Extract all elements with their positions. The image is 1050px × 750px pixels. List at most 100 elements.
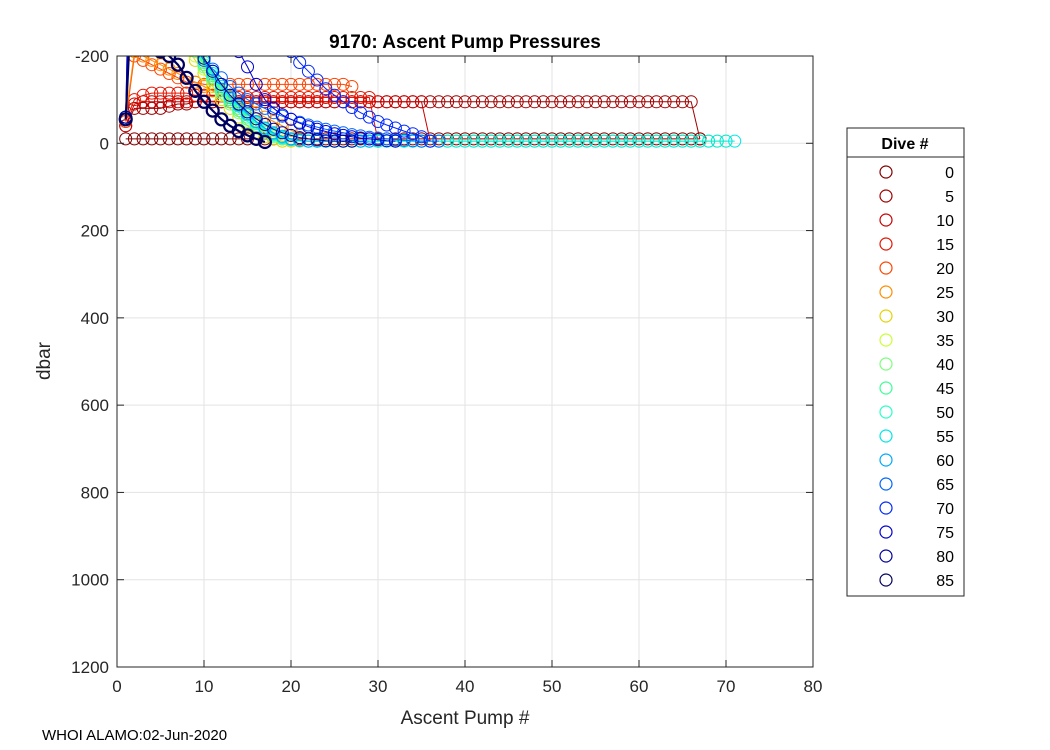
- data-point-dive-10: [371, 95, 385, 109]
- data-point-dive-55: [597, 134, 611, 148]
- data-point-dive-80: [267, 122, 281, 136]
- data-point-dive-10: [145, 95, 159, 109]
- legend-marker: [879, 501, 893, 515]
- legend-marker: [879, 525, 893, 539]
- data-point-dive-25: [136, 56, 150, 63]
- legend-label: 10: [936, 213, 954, 230]
- legend-marker: [879, 549, 893, 563]
- data-point-dive-80: [310, 133, 324, 147]
- data-point-dive-0: [232, 132, 246, 146]
- data-point-dive-85: [240, 128, 255, 143]
- data-point-dive-75: [234, 56, 244, 59]
- data-point-dive-10: [380, 95, 394, 109]
- data-point-dive-20: [127, 56, 141, 63]
- data-point-dive-75: [388, 134, 402, 148]
- data-point-dive-55: [580, 134, 594, 148]
- x-tick-label: 20: [282, 677, 301, 696]
- data-point-dive-60: [249, 115, 263, 128]
- data-point-dive-5: [136, 101, 150, 115]
- data-point-dive-20: [345, 80, 359, 93]
- data-point-dive-10: [362, 95, 376, 109]
- data-point-dive-15: [293, 91, 307, 104]
- data-point-dive-85: [205, 103, 220, 118]
- data-point-dive-15: [345, 91, 359, 104]
- series-line-dive-70: [125, 56, 431, 142]
- chart-title: 9170: Ascent Pump Pressures: [329, 32, 601, 53]
- data-point-dive-0: [119, 132, 133, 146]
- data-point-dive-5: [658, 95, 672, 109]
- legend: Dive # 0 5 10 15 20 25 30 35 40 45 50 55 60 65 70 75 80 8…: [846, 127, 965, 597]
- data-point-dive-55: [519, 134, 533, 148]
- legend-marker: [879, 285, 893, 299]
- legend-label: 85: [936, 573, 954, 590]
- data-point-dive-15: [171, 86, 185, 100]
- data-point-dive-80: [206, 64, 220, 78]
- data-point-dive-85: [154, 56, 167, 59]
- data-point-dive-85: [162, 56, 177, 64]
- data-point-dive-5: [493, 95, 507, 109]
- data-point-dive-85: [196, 94, 212, 109]
- data-point-dive-85: [118, 112, 133, 127]
- data-point-dive-10: [397, 95, 411, 109]
- data-point-dive-55: [554, 134, 568, 148]
- data-point-dive-55: [676, 134, 689, 148]
- data-point-dive-65: [258, 101, 272, 115]
- data-point-dive-55: [571, 134, 585, 148]
- y-tick-label: 800: [81, 483, 109, 502]
- data-point-dive-15: [362, 91, 376, 104]
- data-point-dive-75: [310, 122, 324, 136]
- data-point-dive-25: [284, 123, 298, 137]
- data-point-dive-10: [275, 95, 289, 109]
- data-point-dive-0: [171, 132, 185, 146]
- legend-entries: 0 5 10 15 20 25 30 35 40 45 50 55 60 65 70 75 80 85: [879, 165, 954, 590]
- legend-entry-dive-5: 5: [879, 189, 954, 206]
- data-point-dive-0: [180, 132, 194, 146]
- series-line-dive-75: [125, 56, 396, 142]
- data-point-dive-5: [615, 95, 629, 109]
- data-point-dive-70: [380, 118, 394, 132]
- data-point-dive-5: [510, 95, 524, 109]
- data-point-dive-75: [328, 127, 341, 141]
- data-point-dive-75: [275, 108, 289, 122]
- data-point-dive-75: [371, 133, 385, 147]
- data-point-dive-55: [693, 134, 707, 148]
- data-point-dive-55: [606, 134, 620, 148]
- data-point-dive-70: [310, 73, 324, 87]
- data-point-dive-10: [171, 95, 185, 109]
- x-tick-label: 50: [543, 677, 562, 696]
- data-point-dive-20: [301, 77, 315, 91]
- data-point-dive-15: [301, 91, 315, 104]
- data-point-dive-60: [354, 134, 368, 148]
- legend-marker: [879, 333, 893, 347]
- data-point-dive-65: [432, 134, 446, 148]
- data-point-dive-20: [336, 77, 350, 91]
- legend-entry-dive-80: 80: [879, 549, 954, 566]
- data-point-dive-5: [554, 95, 568, 109]
- series-line-dive-65: [125, 56, 439, 142]
- data-point-dive-55: [510, 134, 524, 148]
- legend-entry-dive-10: 10: [879, 213, 954, 230]
- data-point-dive-60: [293, 133, 307, 147]
- data-point-dive-55: [649, 134, 663, 148]
- data-point-dive-5: [545, 95, 559, 109]
- data-point-dive-65: [232, 86, 246, 100]
- data-point-dive-65: [223, 80, 237, 93]
- data-point-dive-15: [180, 86, 194, 100]
- data-point-dive-15: [275, 91, 289, 104]
- y-tick-label: 0: [100, 134, 109, 153]
- data-point-dive-10: [406, 95, 420, 109]
- data-point-dive-5: [571, 95, 585, 109]
- data-point-dive-80: [258, 118, 272, 131]
- data-point-dive-0: [154, 132, 167, 146]
- series-line-dive-15: [125, 92, 379, 142]
- data-point-dive-80: [275, 126, 289, 140]
- data-point-dive-5: [154, 101, 167, 115]
- legend-marker: [879, 189, 893, 203]
- data-point-dive-55: [458, 134, 472, 148]
- data-point-dive-55: [545, 134, 559, 148]
- data-point-dive-20: [145, 58, 159, 72]
- data-point-dive-55: [710, 134, 724, 148]
- data-point-dive-5: [458, 95, 472, 109]
- data-point-dive-80: [223, 88, 237, 102]
- data-point-dive-5: [676, 95, 689, 109]
